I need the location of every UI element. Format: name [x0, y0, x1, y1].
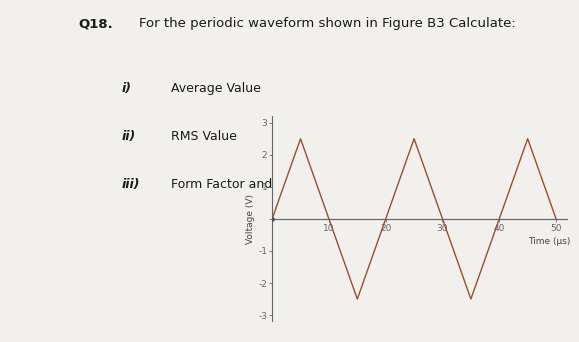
Text: Average Value: Average Value	[171, 82, 261, 95]
Text: ii): ii)	[122, 130, 136, 143]
Text: RMS Value: RMS Value	[171, 130, 237, 143]
Text: iii): iii)	[122, 178, 140, 191]
Text: Time (μs): Time (μs)	[528, 237, 570, 246]
Text: i): i)	[122, 82, 131, 95]
Y-axis label: Voltage (V): Voltage (V)	[247, 194, 255, 244]
Text: Q18.: Q18.	[78, 17, 113, 30]
Text: For the periodic waveform shown in Figure B3 Calculate:: For the periodic waveform shown in Figur…	[139, 17, 516, 30]
Text: Form Factor and Peak Factor: Form Factor and Peak Factor	[171, 178, 348, 191]
